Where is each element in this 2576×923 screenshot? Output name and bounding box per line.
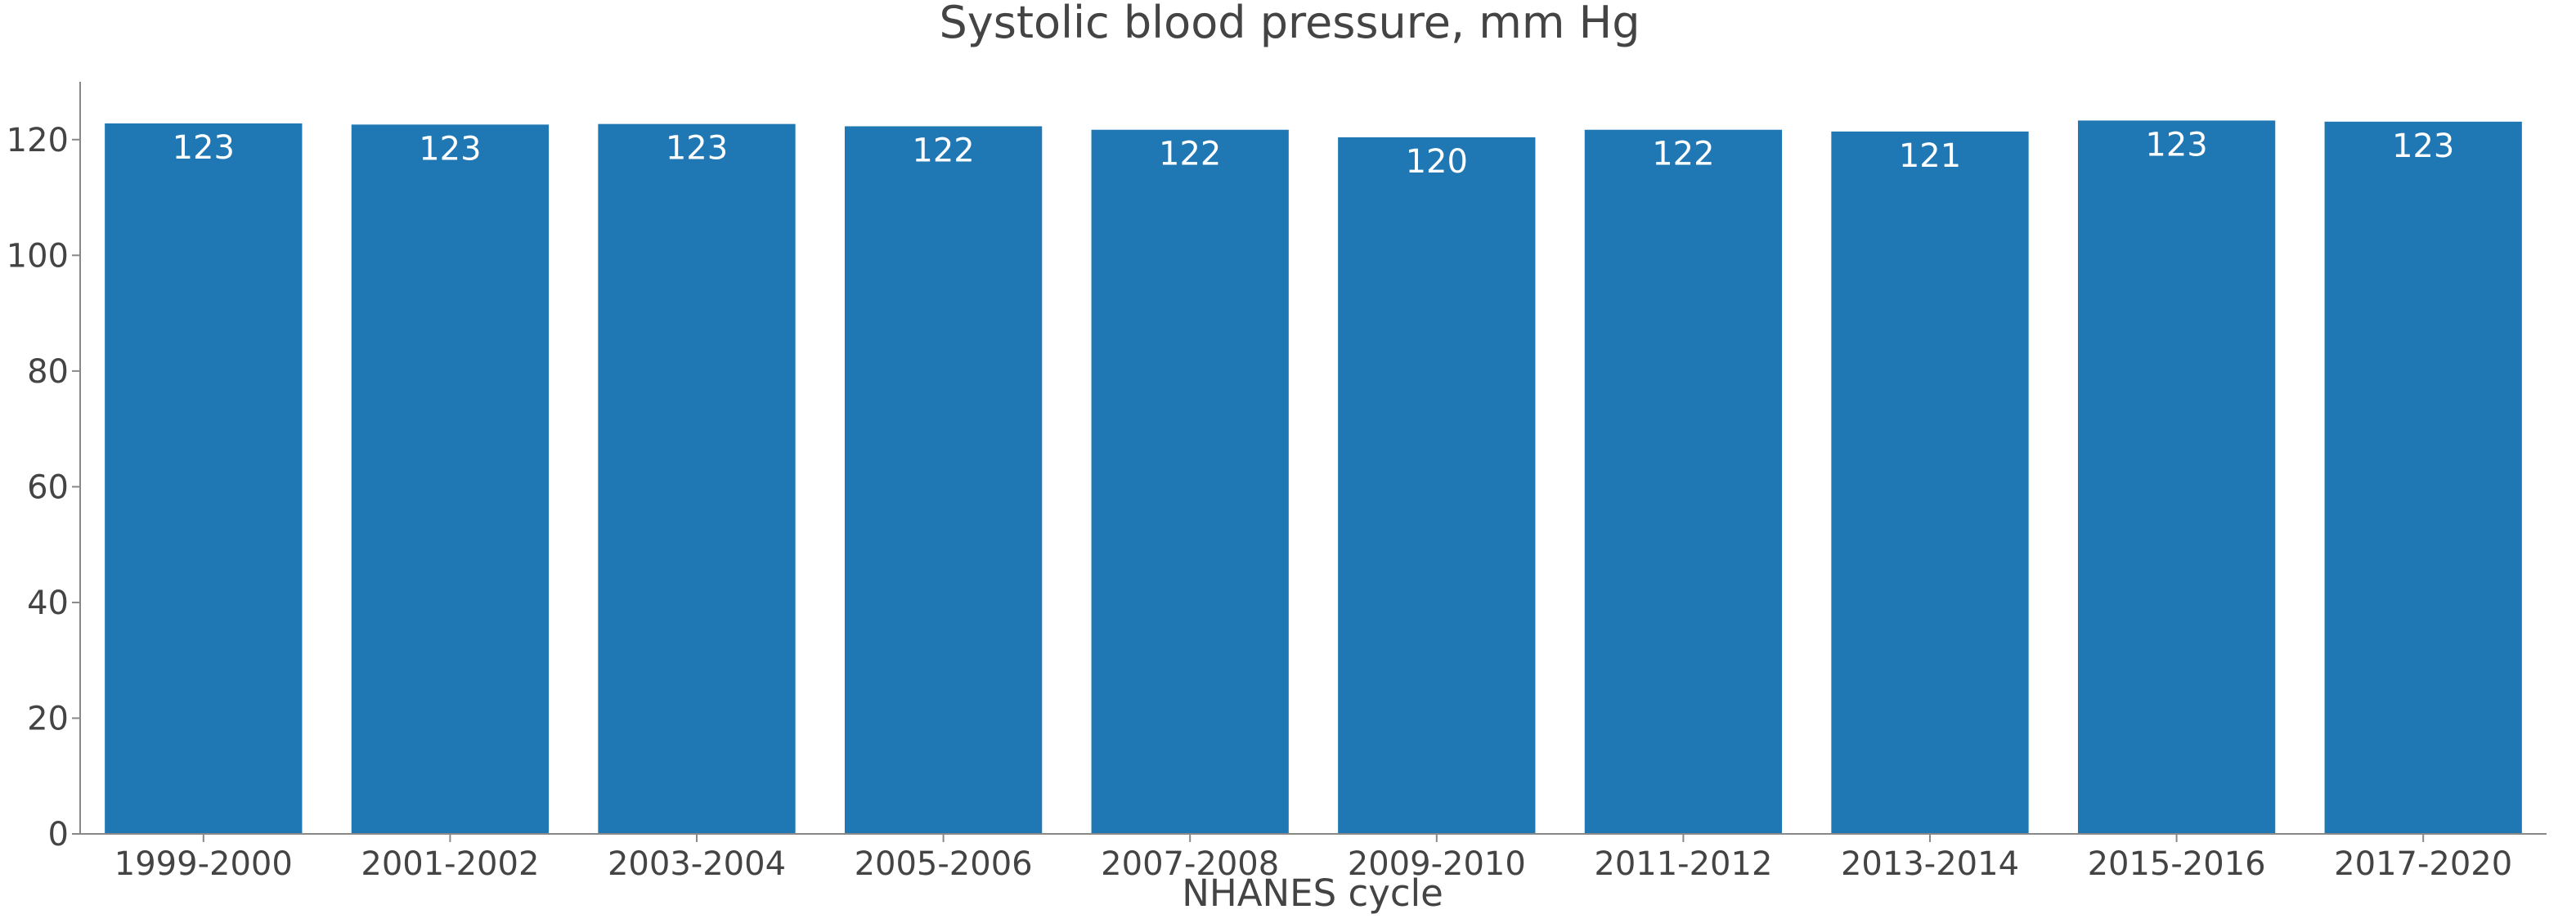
bar-2003-2004 [598, 123, 796, 834]
bar-value-label: 120 [1406, 143, 1468, 181]
bar-2009-2010 [1338, 137, 1536, 834]
bar-value-label: 123 [173, 129, 235, 167]
y-tick-label: 60 [27, 468, 69, 506]
x-tick-label: 2015-2016 [2088, 845, 2266, 883]
x-tick-label: 2017-2020 [2334, 845, 2512, 883]
y-tick-label: 0 [48, 816, 69, 854]
x-tick-label: 1999-2000 [114, 845, 293, 883]
bar-value-label: 121 [1899, 137, 1961, 175]
y-tick-label: 20 [27, 700, 69, 737]
bar-data-labels: 123 123 123 122 122 120 122 121 123 123 [173, 126, 2455, 181]
bar-value-label: 123 [2145, 126, 2207, 164]
bar-2011-2012 [1584, 129, 1783, 834]
bar-2017-2020 [2324, 121, 2522, 835]
y-tick-label: 40 [27, 585, 69, 622]
bar-value-label: 123 [2392, 128, 2454, 165]
x-tick-label: 2005-2006 [855, 845, 1033, 883]
bar-2015-2016 [2077, 120, 2276, 834]
bar-2007-2008 [1091, 129, 1289, 834]
x-tick-label: 2013-2014 [1841, 845, 2019, 883]
bars-group [105, 120, 2522, 835]
bar-2001-2002 [351, 124, 550, 834]
x-axis-title: NHANES cycle [1182, 871, 1443, 915]
bar-value-label: 122 [912, 132, 974, 169]
y-tick-label: 100 [7, 237, 69, 275]
bar-value-label: 122 [1159, 136, 1221, 173]
chart-title: Systolic blood pressure, mm Hg [939, 0, 1640, 48]
x-tick-label: 2007-2008 [1101, 845, 1279, 883]
x-tick-label: 2009-2010 [1348, 845, 1526, 883]
y-tick-label: 80 [27, 353, 69, 391]
x-tick-label: 2001-2002 [361, 845, 539, 883]
y-tick-label: 120 [7, 122, 69, 159]
bar-2013-2014 [1831, 131, 2029, 834]
bar-value-label: 123 [419, 130, 481, 168]
bar-2005-2006 [844, 126, 1043, 834]
bar-value-label: 123 [666, 130, 728, 168]
bar-1999-2000 [105, 123, 303, 834]
x-axis-ticks: 1999-2000 2001-2002 2003-2004 2005-2006 2007… [114, 834, 2512, 883]
y-axis-ticks: 0 20 40 60 80 100 120 [7, 122, 80, 854]
x-tick-label: 2003-2004 [608, 845, 786, 883]
x-tick-label: 2011-2012 [1594, 845, 1772, 883]
bar-value-label: 122 [1652, 136, 1714, 173]
